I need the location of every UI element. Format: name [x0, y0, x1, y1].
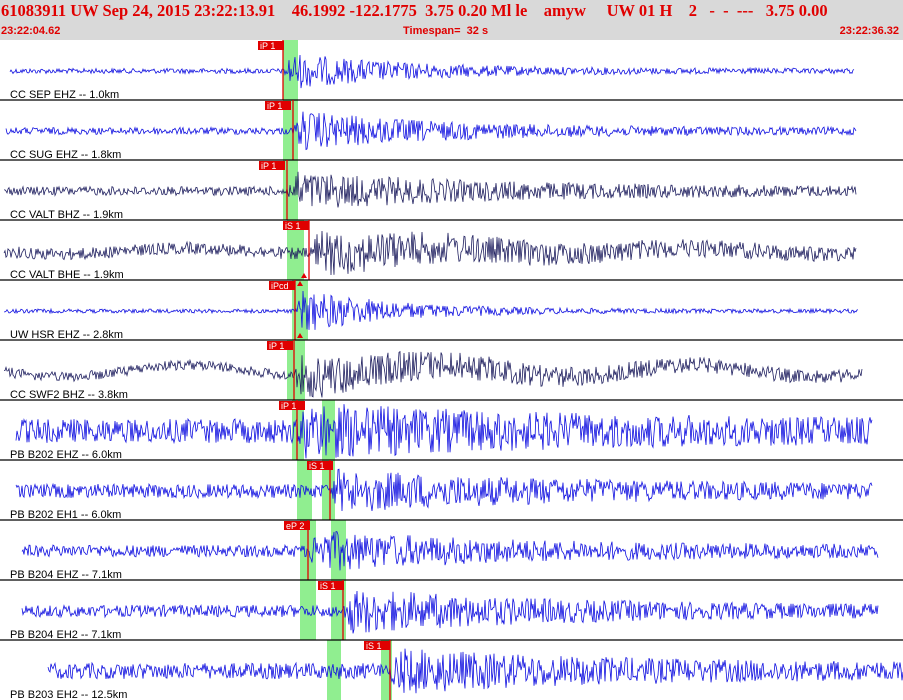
- pick-label-box: [259, 161, 285, 170]
- pick-label: iPcd: [271, 281, 289, 291]
- event-title: 61083911 UW Sep 24, 2015 23:22:13.91 46.…: [1, 1, 828, 20]
- pick-window: [283, 100, 298, 160]
- waveform-trace: [21, 590, 879, 634]
- pick-label: iS 1: [366, 641, 382, 651]
- channel-label: CC SUG EHZ -- 1.8km: [10, 149, 121, 161]
- polarity-marker: [297, 281, 303, 286]
- pick-label-box: [307, 461, 333, 470]
- pick-label-box: [284, 521, 310, 530]
- pick-label: iP 1: [267, 101, 282, 111]
- waveform-trace: [47, 648, 903, 694]
- channel-label: UW HSR EHZ -- 2.8km: [10, 329, 123, 341]
- waveform-trace: [21, 531, 879, 571]
- channel-label: PB B204 EH2 -- 7.1km: [10, 629, 121, 641]
- channel-label: PB B203 EH2 -- 12.5km: [10, 689, 127, 700]
- pick-label: eP 2: [286, 521, 304, 531]
- waveform-trace: [4, 350, 863, 398]
- waveform-trace: [3, 230, 857, 276]
- start-time: 23:22:04.62: [1, 25, 61, 37]
- channel-label: CC SEP EHZ -- 1.0km: [10, 89, 119, 101]
- pick-label-box: [318, 581, 344, 590]
- pick-window: [292, 400, 304, 460]
- waveform-trace: [5, 111, 857, 151]
- channel-label: PB B204 EHZ -- 7.1km: [10, 569, 122, 581]
- channel-label: CC VALT BHZ -- 1.9km: [10, 209, 123, 221]
- waveform-trace: [4, 171, 857, 208]
- pick-label: iP 1: [281, 401, 296, 411]
- pick-label-box: [364, 641, 390, 650]
- waveform-trace: [4, 290, 859, 330]
- channel-label: CC VALT BHE -- 1.9km: [10, 269, 124, 281]
- pick-label: iP 1: [260, 41, 275, 51]
- pick-label: iP 1: [269, 341, 284, 351]
- pick-window: [297, 460, 312, 520]
- pick-window: [292, 280, 308, 340]
- pick-window: [381, 640, 392, 700]
- pick-label: iS 1: [285, 221, 301, 231]
- polarity-marker: [301, 273, 307, 278]
- seismogram-panel[interactable]: iP 1 CC SEP EHZ -- 1.0km iP 1 CC SUG EHZ --…: [0, 40, 903, 700]
- pick-label-box: [279, 401, 305, 410]
- polarity-marker: [297, 333, 303, 338]
- pick-label: iS 1: [309, 461, 325, 471]
- pick-window: [300, 580, 316, 640]
- pick-window: [287, 220, 304, 280]
- pick-label-box: [269, 281, 295, 290]
- pick-label-box: [283, 221, 309, 230]
- pick-label-box: [267, 341, 293, 350]
- end-time: 23:22:36.32: [839, 25, 899, 37]
- waveform-trace: [15, 468, 873, 512]
- waveform-trace: [15, 404, 873, 459]
- event-header: 61083911 UW Sep 24, 2015 23:22:13.91 46.…: [0, 0, 903, 40]
- channel-label: PB B202 EHZ -- 6.0km: [10, 449, 122, 461]
- pick-label-box: [258, 41, 284, 50]
- pick-window: [322, 460, 335, 520]
- pick-label: iP 1: [261, 161, 276, 171]
- pick-label: iS 1: [320, 581, 336, 591]
- waveform-trace: [9, 54, 855, 89]
- channel-label: CC SWF2 BHZ -- 3.8km: [10, 389, 128, 401]
- pick-window: [331, 520, 346, 580]
- pick-window: [331, 580, 346, 640]
- channel-label: PB B202 EH1 -- 6.0km: [10, 509, 121, 521]
- pick-label-box: [265, 101, 291, 110]
- timespan-label: Timespan= 32 s: [403, 25, 489, 37]
